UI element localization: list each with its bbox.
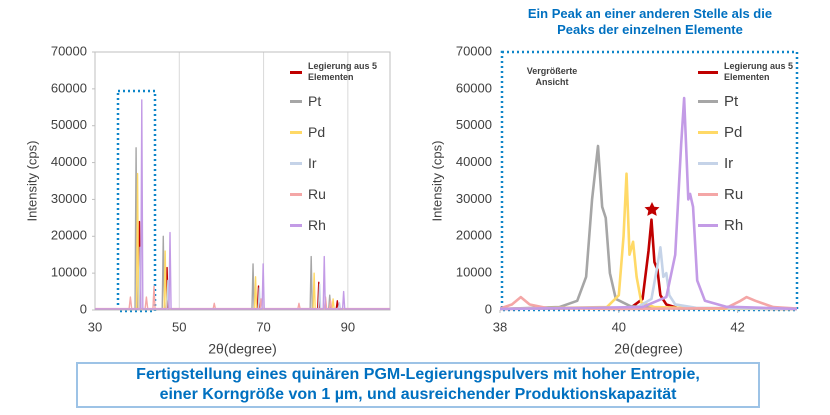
star-marker [644,202,660,216]
legend-swatch [698,131,718,134]
annotation-line: Ansicht [535,77,569,87]
legend-swatch [290,99,302,103]
y-axis-title: Intensity (cps) [429,141,444,222]
y-tick-label: 30000 [51,191,87,206]
x-tick-label: 38 [493,319,507,334]
y-tick-label: 30000 [456,191,492,206]
legend-item: Ru [290,186,326,202]
legend-item: Ir [698,155,733,172]
legend-label: Pd [724,124,743,141]
title-line: Ein Peak an einer anderen Stelle als die [527,6,773,21]
y-tick-label: 60000 [51,80,87,95]
legend-swatch [698,224,718,227]
x-tick-label: 90 [341,319,355,334]
x-tick-label: 42 [730,319,744,334]
legend-label: Ir [724,155,734,172]
legend-swatch [290,192,302,196]
y-tick-label: 20000 [456,228,492,243]
legend-item: Legierung aus 5 Elementen [290,61,380,83]
x-axis-title: 2θ(degree) [614,341,683,357]
legend-swatch [698,162,718,165]
y-axis-title: Intensity (cps) [24,141,39,222]
zoom-frame [500,50,799,312]
legend-label: Pt [724,93,739,110]
y-tick-label: 0 [485,301,492,316]
legend-swatch [698,70,718,74]
caption-line: Fertigstellung eines quinären PGM-Legier… [136,366,700,383]
y-tick-label: 60000 [456,80,492,95]
x-axis-title: 2θ(degree) [208,341,277,357]
plot-frame [94,51,391,311]
y-tick-label: 10000 [51,265,87,280]
caption-line: einer Korngröße von 1 µm, und ausreichen… [159,386,677,403]
legend-label: Pt [308,93,322,109]
data-line [500,246,797,311]
legend-item: Ir [290,155,317,171]
y-tick-label: 70000 [456,43,492,58]
x-tick-label: 30 [88,319,102,334]
series-group [95,99,390,310]
y-tick-label: 50000 [456,117,492,132]
y-tick-label: 10000 [456,265,492,280]
x-tick-label: 40 [612,319,626,334]
legend-label: Rh [724,217,744,234]
series-group [500,96,797,311]
data-line [500,218,797,311]
x-tick-label: 70 [256,319,270,334]
data-line [95,99,390,310]
legend-label: Ru [724,186,744,203]
y-tick-label: 40000 [456,154,492,169]
legend-swatch [290,161,302,165]
legend-item: Pd [698,124,742,141]
y-tick-label: 40000 [51,154,87,169]
y-tick-label: 0 [80,301,87,316]
legend-item: Rh [698,217,743,234]
legend-swatch [290,70,302,74]
legend-label: Ru [308,186,326,202]
legend-label: Legierung aus 5 Elementen [308,61,378,82]
data-line [95,246,390,310]
data-line [500,96,797,311]
annotation-line: Vergrößerte [526,66,578,76]
legend-swatch [698,100,718,103]
legend-swatch [698,193,718,196]
data-line [95,172,390,310]
data-line [500,295,797,311]
caption: Fertigstellung eines quinären PGM-Legier… [76,362,760,408]
y-tick-label: 70000 [51,43,87,58]
legend-item: Rh [290,217,326,233]
legend-item: Ru [698,186,743,203]
x-tick-label: 50 [172,319,186,334]
legend-label: Ir [308,155,317,171]
legend-label: Pd [308,124,326,140]
y-tick-label: 20000 [51,228,87,243]
annotation: Vergrößerte Ansicht [512,66,592,88]
data-line [500,144,797,311]
chart-title: Ein Peak an einer anderen Stelle als die… [480,6,820,38]
legend-swatch [290,130,302,134]
legend-label: Rh [308,217,326,233]
title-line: Peaks der einzelnen Elemente [557,22,743,37]
legend-item: Pd [290,124,325,140]
y-tick-label: 50000 [51,117,87,132]
legend-item: Legierung aus 5 Elementen [698,61,796,83]
legend-swatch [290,223,302,227]
zoom-region [116,89,157,313]
legend-item: Pt [698,93,738,110]
legend-label: Legierung aus 5 Elementen [724,61,794,82]
legend-item: Pt [290,93,321,109]
